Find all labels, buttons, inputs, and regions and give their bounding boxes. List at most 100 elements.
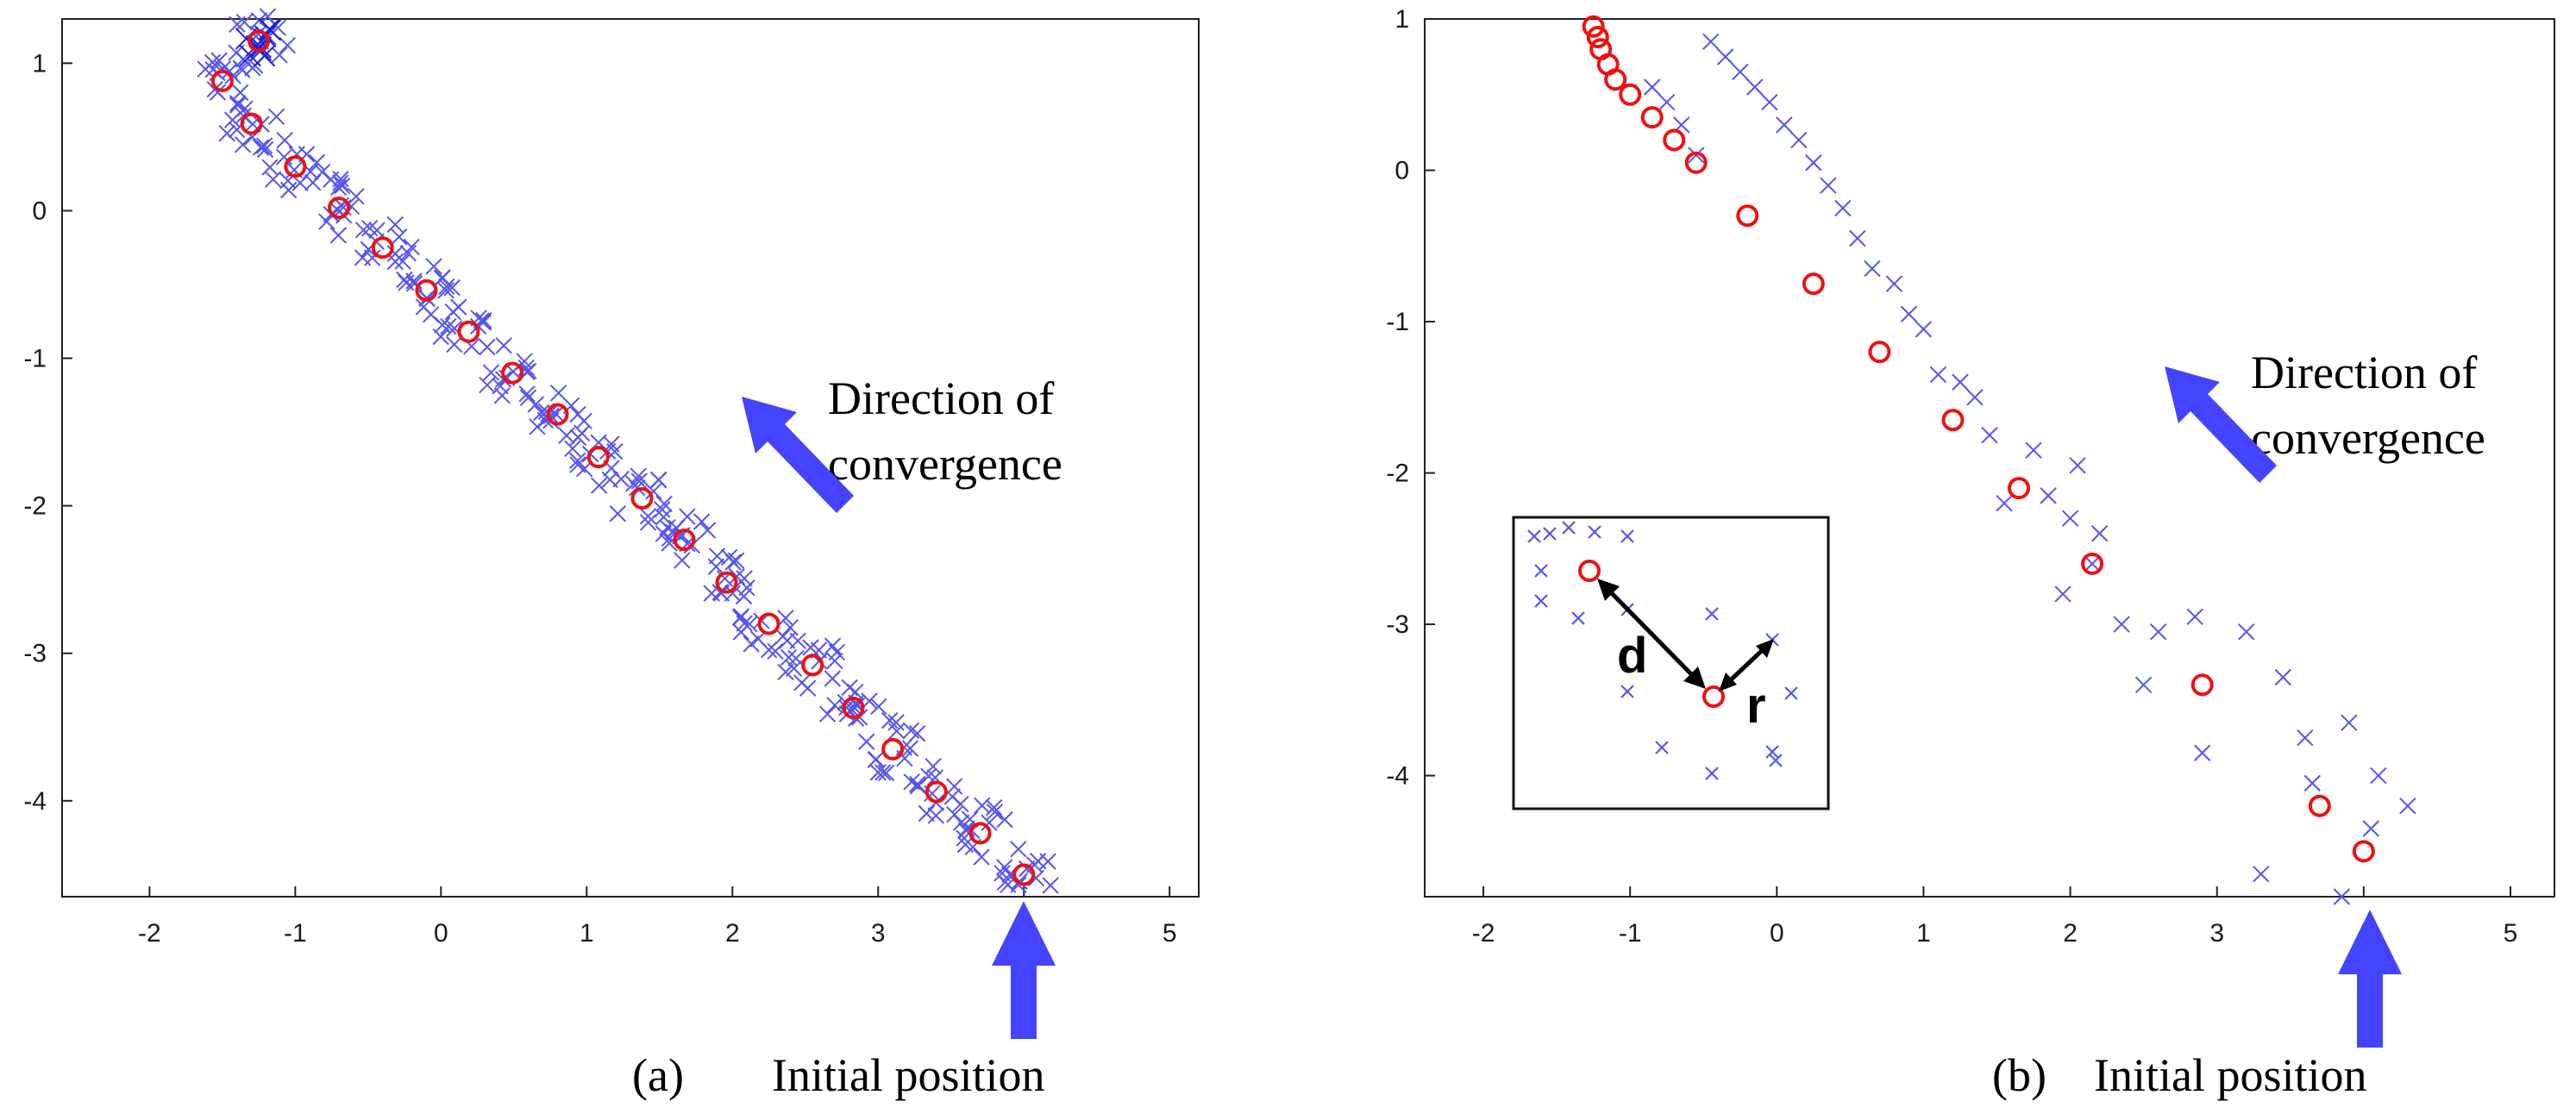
- particle-marker: [271, 47, 288, 64]
- particle-marker: [391, 228, 408, 246]
- particle-marker: [438, 278, 455, 296]
- x-tick-label: 5: [2504, 919, 2518, 948]
- particle-marker: [793, 674, 811, 691]
- inset-particle: [1784, 686, 1798, 700]
- particle-marker: [264, 171, 282, 188]
- panel-a-ticks: -2-101234510-1-2-3-4: [23, 49, 1176, 948]
- particle-marker: [206, 80, 223, 98]
- particle-marker: [779, 632, 796, 649]
- center-marker: [801, 654, 824, 677]
- particle-marker: [396, 271, 413, 289]
- particle-marker: [781, 619, 799, 636]
- panel-a-centers: [210, 29, 1036, 886]
- center-marker: [586, 446, 610, 469]
- particle-marker: [1010, 876, 1027, 894]
- inset-radius-arrowhead-2: [1756, 639, 1774, 658]
- particle-marker: [877, 764, 895, 782]
- particle-marker: [1900, 305, 1918, 322]
- inset-particle: [1527, 529, 1541, 543]
- panel-b: -2-101234510-1-2-3-4 Direction of conver…: [1386, 5, 2555, 1101]
- center-marker: [1589, 38, 1613, 61]
- particle-marker: [403, 238, 420, 256]
- center-marker: [1012, 863, 1036, 886]
- particle-marker: [826, 697, 843, 714]
- inset-particle: [1655, 741, 1669, 754]
- particle-marker: [993, 865, 1011, 882]
- particle-marker: [639, 514, 657, 531]
- center-marker: [328, 196, 351, 219]
- center-marker: [924, 780, 948, 804]
- particle-marker: [986, 803, 1004, 821]
- particle-marker: [674, 552, 691, 569]
- center-marker: [210, 69, 234, 92]
- particle-marker: [645, 483, 662, 500]
- particle-marker: [2399, 797, 2416, 815]
- particle-marker: [1952, 373, 1969, 391]
- particle-marker: [924, 758, 942, 775]
- particle-marker: [495, 337, 512, 354]
- particle-marker: [2297, 729, 2314, 747]
- particle-marker: [1885, 275, 1903, 292]
- particle-marker: [731, 609, 749, 627]
- panel-b-label: (b): [1992, 1049, 2046, 1101]
- particle-marker: [858, 733, 875, 750]
- inset-particle: [1705, 766, 1719, 780]
- inset-particle: [1534, 564, 1548, 578]
- x-tick-label: 2: [725, 919, 740, 948]
- inset-center-1: [1578, 560, 1601, 582]
- y-tick-label: -4: [23, 787, 47, 816]
- panel-a-direction-line-1: Direction of: [828, 372, 1054, 424]
- inset-particle: [1620, 529, 1634, 543]
- particle-marker: [630, 467, 647, 485]
- inset-particle: [1705, 607, 1719, 621]
- particle-marker: [630, 472, 648, 490]
- particle-marker: [2090, 525, 2109, 542]
- particle-marker: [850, 709, 868, 726]
- particle-marker: [606, 443, 624, 460]
- particle-marker: [558, 427, 575, 444]
- y-tick-label: -4: [1386, 762, 1409, 791]
- panel-a: -2-101234510-1-2-3-4 Direction of conver…: [23, 8, 1200, 1101]
- center-marker: [842, 697, 865, 720]
- inset-particle: [1620, 685, 1634, 698]
- particle-marker: [329, 227, 348, 244]
- particle-marker: [887, 714, 905, 731]
- center-marker: [1619, 83, 1642, 106]
- particle-marker: [279, 36, 296, 54]
- particle-marker: [475, 311, 492, 329]
- particle-marker: [291, 174, 309, 191]
- center-marker: [715, 571, 738, 594]
- particle-marker: [1996, 494, 2013, 512]
- panel-a-direction-arrow: [742, 397, 854, 513]
- panel-a-label: (a): [632, 1049, 684, 1101]
- y-tick-label: -2: [23, 492, 47, 521]
- particle-marker: [261, 159, 279, 176]
- particle-marker: [693, 513, 711, 530]
- center-marker: [757, 612, 780, 635]
- x-tick-label: 1: [1916, 919, 1931, 948]
- panel-b-direction-line-2: convergence: [2251, 412, 2485, 464]
- y-tick-label: 0: [1395, 157, 1409, 185]
- particle-marker: [874, 764, 892, 781]
- y-tick-label: 0: [32, 197, 47, 225]
- particle-marker: [332, 174, 349, 191]
- particle-marker: [1688, 147, 1705, 164]
- panel-b-direction-arrow: [2165, 366, 2277, 483]
- particle-marker: [909, 775, 926, 793]
- panel-a-initial-arrow: [992, 901, 1056, 1039]
- particle-marker: [267, 108, 285, 126]
- y-tick-label: -3: [23, 640, 47, 668]
- particle-marker: [995, 859, 1013, 876]
- particle-marker: [229, 16, 246, 34]
- particle-marker: [437, 282, 454, 299]
- particle-marker: [363, 249, 381, 266]
- particle-marker: [870, 698, 887, 716]
- particle-marker: [1732, 63, 1749, 81]
- particle-marker: [440, 317, 457, 335]
- particle-marker: [707, 558, 725, 575]
- particle-marker: [235, 107, 252, 125]
- particle-marker: [334, 177, 351, 195]
- particle-marker: [699, 522, 717, 539]
- x-tick-label: 1: [580, 919, 594, 948]
- center-marker: [630, 487, 654, 510]
